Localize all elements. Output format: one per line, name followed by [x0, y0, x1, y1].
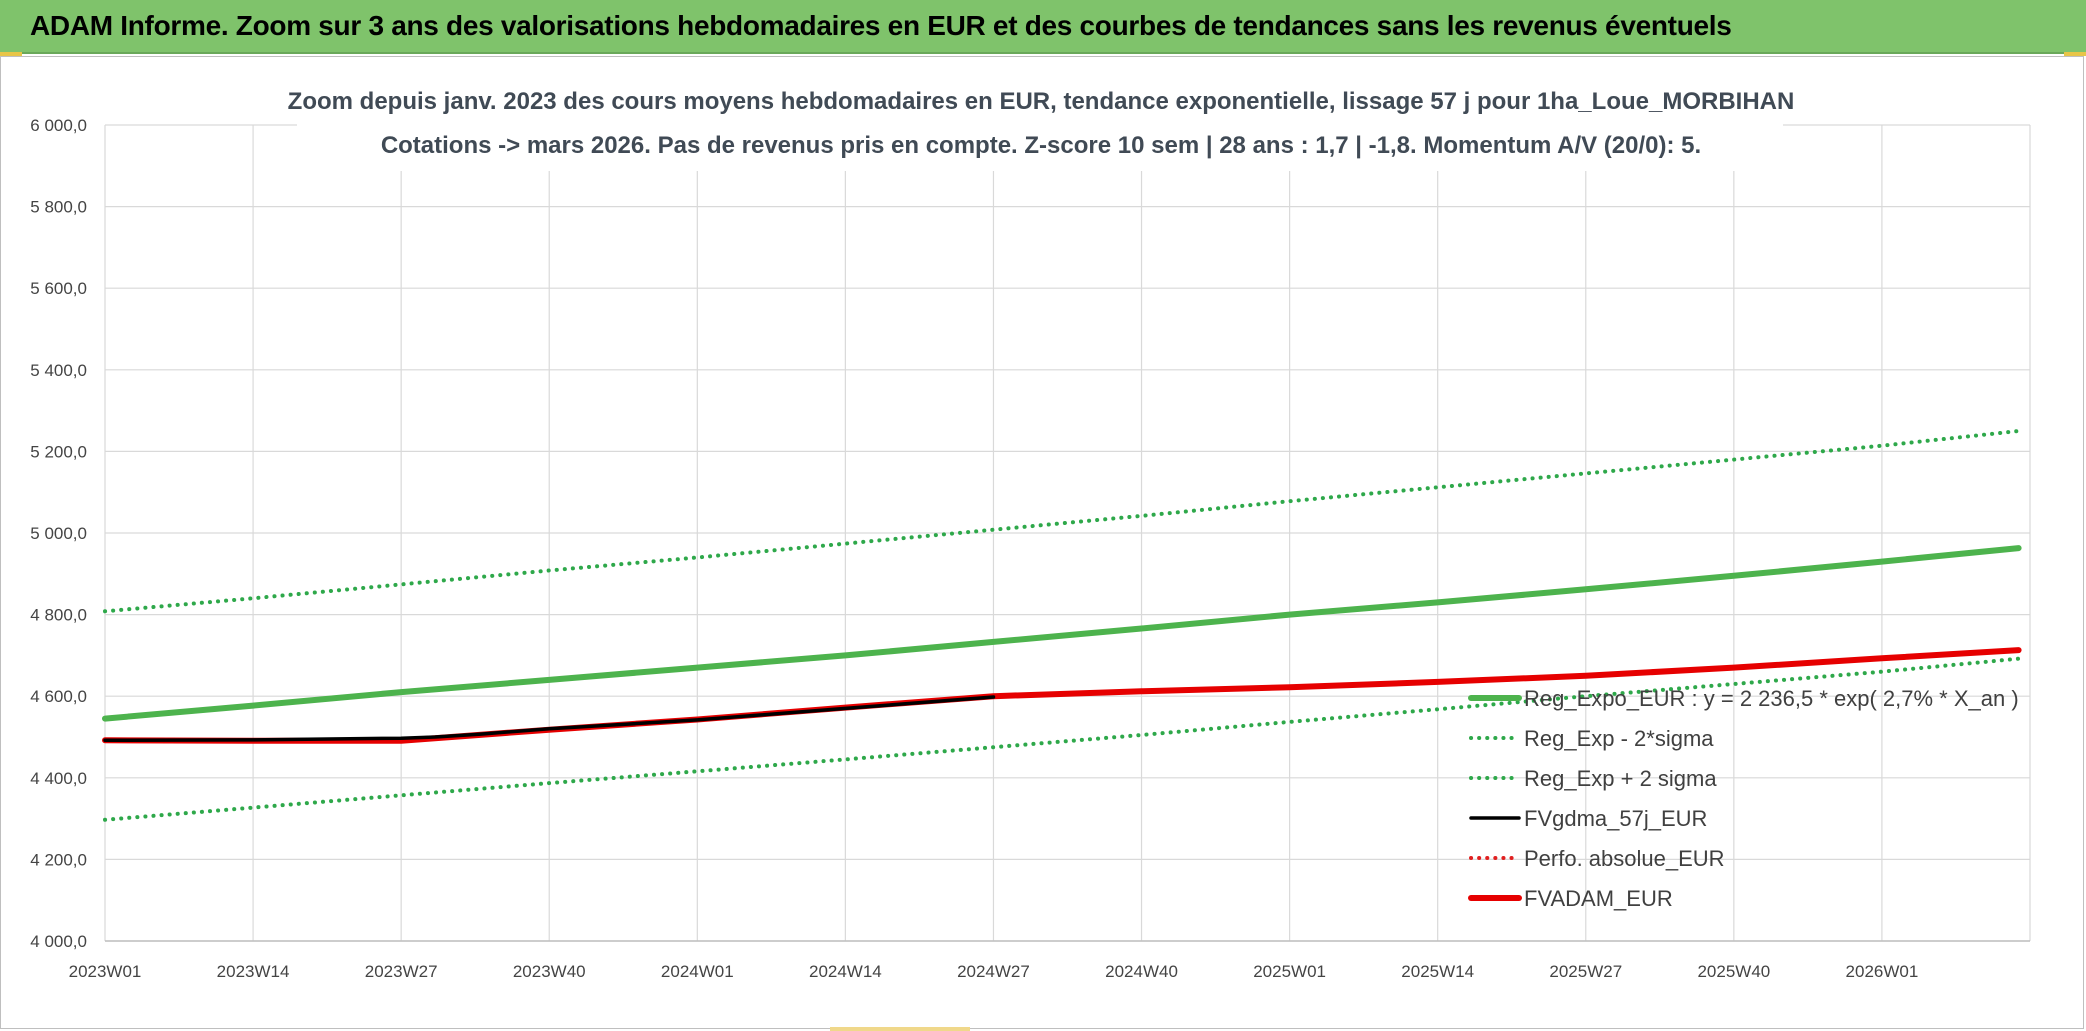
- x-tick-label: 2023W14: [217, 962, 290, 981]
- x-tick-label: 2024W40: [1105, 962, 1178, 981]
- corner-accent-left: [0, 52, 22, 56]
- report-title: ADAM Informe. Zoom sur 3 ans des valoris…: [30, 10, 1732, 41]
- line-chart: 4 000,0 4 200,0 4 400,0 4 600,0 4 800,0 5 000…: [30, 79, 2031, 981]
- y-tick-label: 5 600,0: [30, 279, 87, 298]
- legend-entry-label: FVgdma_57j_EUR: [1524, 806, 1707, 831]
- y-tick-label: 5 800,0: [30, 198, 87, 217]
- chart-title-background: [297, 79, 1783, 171]
- axis-labels: 4 000,0 4 200,0 4 400,0 4 600,0 4 800,0 5 000…: [30, 116, 1918, 981]
- legend-entry-label: FVADAM_EUR: [1524, 886, 1673, 911]
- x-tick-label: 2024W14: [809, 962, 882, 981]
- x-tick-label: 2025W40: [1697, 962, 1770, 981]
- y-tick-label: 4 000,0: [30, 932, 87, 951]
- chart-frame: 4 000,0 4 200,0 4 400,0 4 600,0 4 800,0 5 000…: [0, 56, 2084, 1029]
- x-tick-label: 2024W27: [957, 962, 1030, 981]
- y-tick-label: 6 000,0: [30, 116, 87, 135]
- x-tick-label: 2023W01: [69, 962, 142, 981]
- y-tick-label: 4 200,0: [30, 850, 87, 869]
- legend-entry-label: Reg_Expo_EUR : y = 2 236,5 * exp( 2,7% *…: [1524, 686, 2019, 711]
- y-tick-label: 5 000,0: [30, 524, 87, 543]
- series-line-3: [103, 695, 996, 743]
- series-layer: [102, 429, 2022, 822]
- y-tick-label: 5 200,0: [30, 442, 87, 461]
- x-tick-label: 2025W27: [1549, 962, 1622, 981]
- bottom-accent: [830, 1027, 970, 1031]
- x-tick-label: 2024W01: [661, 962, 734, 981]
- x-tick-label: 2025W01: [1253, 962, 1326, 981]
- legend: Reg_Expo_EUR : y = 2 236,5 * exp( 2,7% *…: [1468, 686, 2019, 911]
- report-banner: ADAM Informe. Zoom sur 3 ans des valoris…: [0, 0, 2086, 54]
- chart-title-line: Zoom depuis janv. 2023 des cours moyens …: [288, 88, 1795, 115]
- series-line-0: [102, 545, 2022, 722]
- chart-title: Zoom depuis janv. 2023 des cours moyens …: [288, 79, 1795, 171]
- x-tick-label: 2026W01: [1846, 962, 1919, 981]
- x-tick-label: 2023W27: [365, 962, 438, 981]
- y-tick-label: 4 600,0: [30, 687, 87, 706]
- corner-accent-right: [2064, 52, 2086, 56]
- legend-entry-label: Perfo. absolue_EUR: [1524, 846, 1725, 871]
- y-tick-label: 5 400,0: [30, 361, 87, 380]
- legend-entry-label: Reg_Exp - 2*sigma: [1524, 726, 1714, 751]
- grid: [104, 124, 2031, 942]
- series-line-2: [103, 429, 2021, 614]
- legend-entry-label: Reg_Exp + 2 sigma: [1524, 766, 1717, 791]
- series-line-1: [103, 656, 2021, 822]
- chart-title-line: Cotations -> mars 2026. Pas de revenus p…: [381, 132, 1701, 159]
- x-tick-label: 2023W40: [513, 962, 586, 981]
- x-tick-label: 2025W14: [1401, 962, 1474, 981]
- y-tick-label: 4 400,0: [30, 769, 87, 788]
- y-tick-label: 4 800,0: [30, 606, 87, 625]
